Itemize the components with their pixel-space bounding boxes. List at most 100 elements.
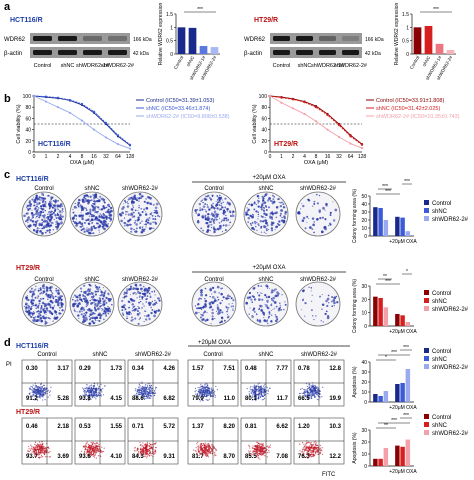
- colony: [108, 298, 110, 300]
- colony: [54, 225, 58, 228]
- colony: [263, 207, 266, 209]
- quadrant-value-q1: 1.57: [192, 366, 204, 372]
- event-dot: [33, 393, 35, 396]
- colony: [106, 308, 109, 311]
- colony: [277, 222, 279, 225]
- colony: [141, 290, 143, 292]
- colony: [208, 306, 212, 309]
- colony: [84, 314, 87, 317]
- colony: [31, 297, 33, 299]
- event-dot: [206, 394, 209, 396]
- event-dot: [149, 447, 151, 449]
- event-dot: [38, 448, 40, 450]
- colony: [209, 295, 211, 298]
- colony: [102, 287, 104, 289]
- colony: [265, 304, 268, 307]
- event-dot: [302, 451, 304, 453]
- colony: [100, 290, 103, 294]
- event-dot: [200, 445, 203, 448]
- event-dot: [84, 449, 86, 451]
- colony: [208, 302, 212, 305]
- colony: [91, 218, 93, 220]
- event-dot: [263, 388, 265, 390]
- event-dot: [44, 399, 46, 401]
- event-dot: [144, 394, 146, 396]
- colony: [130, 223, 132, 226]
- colony: [79, 293, 81, 295]
- colony: [133, 195, 135, 198]
- event-dot: [197, 390, 199, 392]
- data-point: [56, 106, 60, 109]
- event-dot: [314, 396, 316, 398]
- event-dot: [95, 394, 97, 396]
- colony: [121, 309, 124, 312]
- colony: [202, 318, 205, 321]
- colony: [97, 197, 99, 200]
- colony: [76, 311, 78, 313]
- event-dot: [41, 444, 44, 446]
- event-dot: [148, 390, 150, 392]
- colony: [58, 312, 61, 315]
- event-dot: [311, 389, 313, 391]
- data-point: [128, 147, 132, 150]
- colony: [134, 209, 137, 212]
- event-dot: [85, 388, 88, 390]
- colony: [43, 287, 46, 290]
- colony: [37, 215, 39, 217]
- event-dot: [250, 391, 252, 393]
- colony: [311, 217, 315, 220]
- event-dot: [98, 392, 100, 394]
- colony: [105, 221, 107, 223]
- event-dot: [43, 388, 45, 390]
- event-dot: [86, 384, 88, 386]
- colony: [199, 209, 202, 212]
- colony: [122, 313, 125, 316]
- colony: [273, 195, 276, 198]
- colony: [88, 283, 91, 286]
- event-dot: [84, 389, 86, 391]
- colony: [204, 297, 206, 300]
- event-dot: [252, 391, 254, 393]
- event-dot: [201, 399, 203, 402]
- event-dot: [91, 443, 94, 445]
- colony: [90, 317, 92, 319]
- event-dot: [93, 456, 96, 458]
- colony: [93, 202, 96, 206]
- colony: [312, 223, 315, 227]
- colony: [91, 298, 94, 301]
- event-dot: [246, 388, 248, 390]
- event-dot: [148, 455, 151, 457]
- colony: [143, 289, 147, 292]
- colony: [54, 318, 56, 320]
- event-dot: [194, 449, 196, 452]
- event-dot: [252, 399, 254, 401]
- event-dot: [86, 452, 88, 454]
- event-dot: [39, 386, 41, 389]
- event-dot: [34, 388, 36, 390]
- event-dot: [314, 385, 316, 387]
- event-dot: [210, 395, 212, 398]
- colony: [154, 222, 158, 225]
- colony: [272, 296, 275, 300]
- colony: [80, 290, 83, 293]
- event-dot: [44, 392, 47, 394]
- event-dot: [259, 449, 261, 451]
- event-dot: [84, 393, 86, 395]
- colony: [48, 204, 52, 208]
- event-dot: [150, 447, 153, 449]
- event-dot: [253, 384, 255, 386]
- colony: [144, 315, 146, 317]
- colony: [84, 297, 88, 300]
- colony: [332, 219, 336, 222]
- colony: [73, 215, 76, 217]
- colony: [220, 204, 222, 207]
- event-dot: [87, 447, 89, 449]
- colony: [248, 203, 250, 206]
- colony: [101, 308, 104, 311]
- colony: [136, 297, 138, 299]
- colony: [267, 206, 271, 209]
- event-dot: [35, 451, 38, 453]
- event-dot: [316, 386, 318, 388]
